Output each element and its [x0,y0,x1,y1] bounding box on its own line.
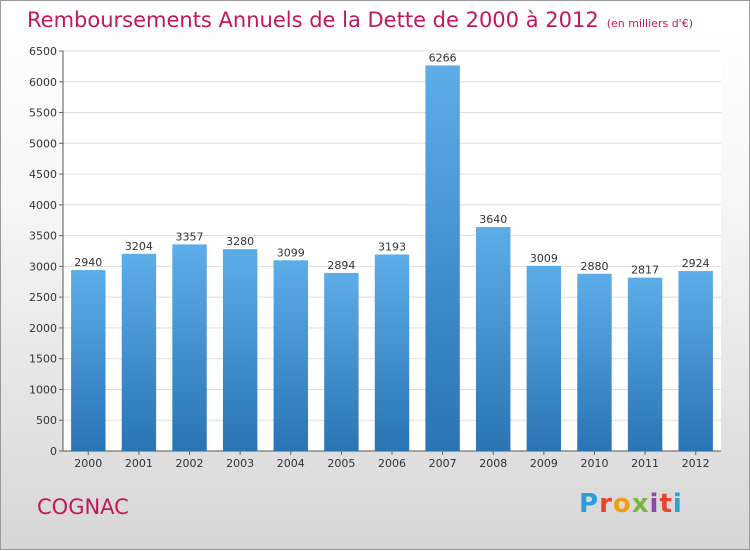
y-tick-label: 2000 [29,322,57,335]
logo-letter: P [579,489,600,519]
x-tick-label: 2006 [378,457,406,470]
x-tick-label: 2002 [176,457,204,470]
proxiti-logo: Proxiti [579,489,683,519]
city-name: COGNAC [37,495,129,519]
bar-value-label: 3204 [125,240,153,253]
logo-letter: i [672,489,683,519]
bar [425,65,460,452]
y-tick-label: 6500 [29,45,57,58]
bar-value-label: 2940 [74,256,102,269]
bar-value-label: 2880 [580,260,608,273]
x-tick-label: 2003 [226,457,254,470]
x-tick-label: 2011 [631,457,659,470]
bar-value-label: 3193 [378,241,406,254]
bar [121,253,157,451]
y-tick-label: 500 [36,414,57,427]
x-tick-label: 2001 [125,457,153,470]
labels: 0 500 1000 1500 2000 2500 3000 3500 4000 4500 5000… [29,45,710,470]
x-tick-label: 2000 [74,457,102,470]
bar [374,254,410,451]
logo-letter: t [659,489,673,519]
x-tick-label: 2010 [580,457,608,470]
y-tick-label: 4000 [29,199,57,212]
chart-title: Remboursements Annuels de la Dette de 20… [27,8,693,32]
bar [476,227,511,451]
y-tick-label: 5000 [29,137,57,150]
y-tick-label: 3500 [29,230,57,243]
y-tick-label: 5500 [29,107,57,120]
logo-letter: x [631,489,650,519]
bar-value-label: 3280 [226,235,254,248]
bar-value-label: 3640 [479,213,507,226]
bar [273,260,308,451]
chart-title-text: Remboursements Annuels de la Dette de 20… [27,8,599,32]
bar-value-label: 2894 [327,259,355,272]
y-tick-label: 1000 [29,383,57,396]
bar-value-label: 3009 [530,252,558,265]
chart-subtitle: (en milliers d'€) [606,17,693,30]
bar-value-label: 3099 [277,246,305,259]
bar [678,271,713,451]
y-tick-label: 6000 [29,76,57,89]
x-tick-label: 2004 [277,457,305,470]
bar [526,265,562,451]
x-tick-label: 2005 [327,457,355,470]
bars [71,65,713,452]
x-tick-label: 2012 [682,457,710,470]
bar-value-label: 6266 [429,51,457,64]
y-tick-label: 3000 [29,260,57,273]
bar [71,270,106,451]
x-tick-label: 2007 [429,457,457,470]
bar [222,249,258,451]
logo-letter: o [612,489,632,519]
x-tick-label: 2009 [530,457,558,470]
y-tick-label: 4500 [29,168,57,181]
bar-value-label: 3357 [176,230,204,243]
bar [172,244,207,451]
x-tick-label: 2008 [479,457,507,470]
y-tick-label: 0 [50,445,57,458]
bar-value-label: 2924 [682,257,710,270]
bar [577,273,612,451]
y-tick-label: 1500 [29,353,57,366]
bar [627,277,663,451]
bar [324,272,359,451]
logo-letter: r [599,489,613,519]
bar-value-label: 2817 [631,264,659,277]
logo-letter: i [649,489,660,519]
y-tick-label: 2500 [29,291,57,304]
